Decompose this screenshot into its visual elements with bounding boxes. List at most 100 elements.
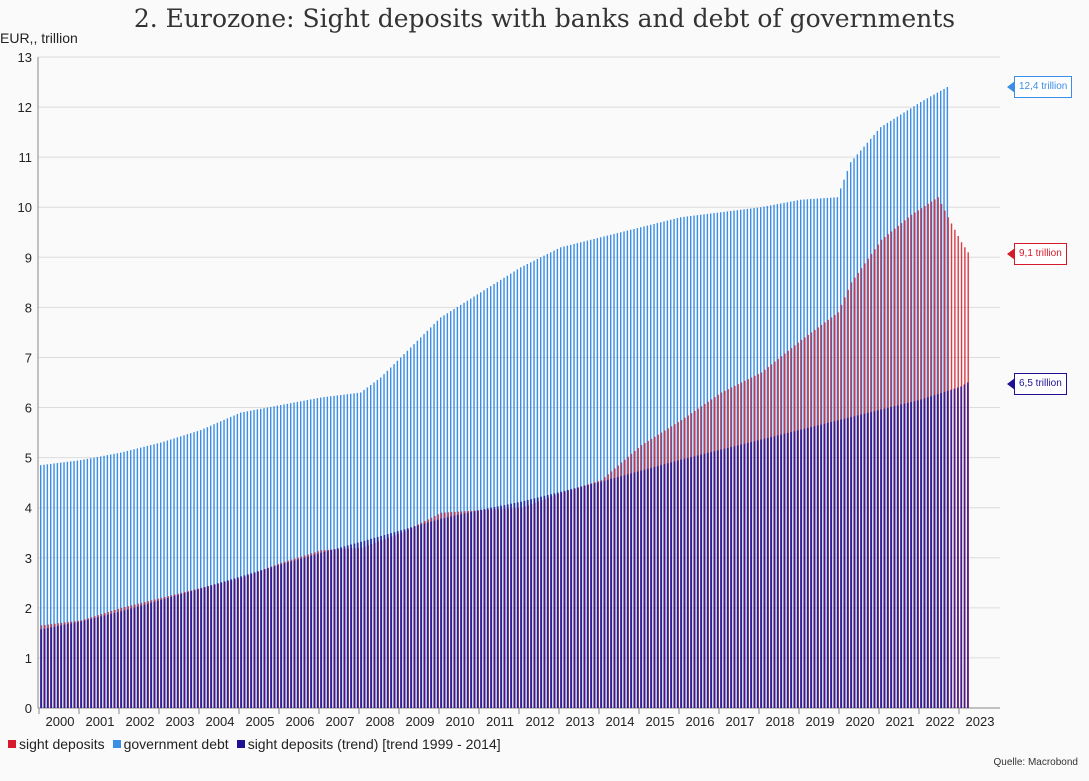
trend-bar: [616, 477, 619, 708]
trend-bar: [630, 473, 632, 708]
debt-bar: [183, 435, 185, 708]
debt-bar: [416, 340, 419, 708]
trend-bar: [343, 546, 346, 708]
trend-bar: [783, 433, 786, 708]
debt-bar: [306, 400, 309, 708]
debt-bar: [236, 414, 239, 708]
trend-bar: [406, 528, 409, 708]
debt-bar: [516, 269, 519, 708]
trend-bar: [306, 556, 309, 708]
trend-bar: [880, 409, 882, 708]
trend-bar: [413, 526, 416, 708]
trend-bar: [900, 404, 902, 708]
debt-bar: [543, 255, 545, 708]
debt-bar: [583, 241, 585, 708]
trend-bar: [740, 444, 742, 708]
trend-bar: [760, 439, 762, 708]
trend-bar: [860, 414, 862, 708]
trend-bar: [333, 549, 336, 708]
debt-bar: [160, 442, 162, 708]
x-tick-label: 2002: [126, 714, 155, 729]
debt-bar: [286, 403, 289, 708]
debt-bar: [216, 422, 219, 708]
trend-bar: [470, 511, 472, 708]
trend-bar: [106, 614, 109, 708]
debt-bar: [426, 330, 429, 708]
trend-bar: [50, 627, 52, 708]
trend-bar: [636, 471, 639, 708]
y-tick-label: 4: [25, 501, 32, 516]
debt-bar: [653, 223, 655, 708]
debt-bar: [226, 418, 229, 708]
debt-bar: [120, 452, 122, 708]
trend-bar: [583, 485, 586, 708]
debt-bar: [566, 245, 569, 708]
debt-bar: [133, 449, 135, 708]
debt-bar: [96, 456, 99, 708]
callout-trend: 6,5 trillion: [1007, 373, 1067, 395]
trend-bar: [523, 500, 526, 708]
trend-bar: [593, 483, 596, 708]
trend-bar: [273, 566, 276, 708]
debt-bar: [66, 461, 69, 708]
debt-bar: [463, 302, 465, 708]
trend-bar: [350, 544, 352, 708]
trend-bar: [110, 613, 112, 708]
debt-bar: [76, 460, 79, 708]
trend-bar: [746, 442, 749, 708]
trend-bar: [573, 488, 576, 708]
trend-bar: [690, 457, 692, 708]
trend-bar: [96, 617, 99, 708]
debt-bar: [450, 311, 452, 708]
trend-bar: [393, 532, 396, 708]
trend-bar: [766, 437, 769, 708]
trend-bar: [653, 466, 656, 708]
trend-bar: [516, 502, 519, 708]
debt-bar: [143, 446, 145, 708]
debt-bar: [423, 334, 425, 708]
trend-bar: [923, 398, 926, 708]
trend-bar: [200, 588, 202, 708]
trend-bar: [580, 486, 582, 708]
trend-bar: [926, 397, 929, 708]
trend-bar: [720, 449, 722, 708]
debt-bar: [153, 444, 155, 708]
debt-bar: [116, 453, 119, 708]
x-tick-label: 2000: [46, 714, 75, 729]
debt-bar: [86, 458, 89, 708]
trend-bar: [266, 568, 269, 708]
trend-bar: [920, 399, 922, 708]
trend-bar: [876, 410, 879, 708]
callout-government-debt: 12,4 trillion: [1006, 76, 1073, 98]
trend-bar: [140, 605, 142, 708]
debt-bar: [536, 258, 539, 708]
x-tick-label: 2011: [486, 714, 514, 729]
trend-bar: [863, 413, 866, 708]
chart-title: 2. Eurozone: Sight deposits with banks a…: [133, 4, 956, 33]
trend-bar: [530, 499, 532, 708]
trend-bar: [940, 393, 942, 708]
debt-bar: [556, 248, 559, 708]
debt-bar: [260, 408, 262, 708]
trend-bar: [430, 521, 432, 708]
debt-bar: [186, 434, 189, 708]
trend-bar: [380, 535, 382, 708]
trend-bar: [596, 482, 599, 708]
trend-bar: [836, 420, 839, 708]
trend-bar: [906, 402, 909, 708]
debt-bar: [533, 260, 535, 708]
trend-bar: [753, 441, 756, 708]
debt-bar: [220, 421, 222, 708]
trend-bar: [203, 587, 206, 708]
trend-bar: [620, 476, 622, 708]
x-tick-label: 2023: [966, 714, 995, 729]
debt-bar: [456, 306, 459, 708]
trend-bar: [943, 391, 946, 708]
debt-bar: [460, 304, 462, 708]
trend-bar: [640, 470, 642, 708]
debt-bar: [596, 238, 599, 708]
trend-bar: [680, 459, 682, 708]
trend-bar: [186, 592, 189, 708]
debt-bar: [190, 433, 192, 708]
debt-bar: [446, 313, 449, 708]
